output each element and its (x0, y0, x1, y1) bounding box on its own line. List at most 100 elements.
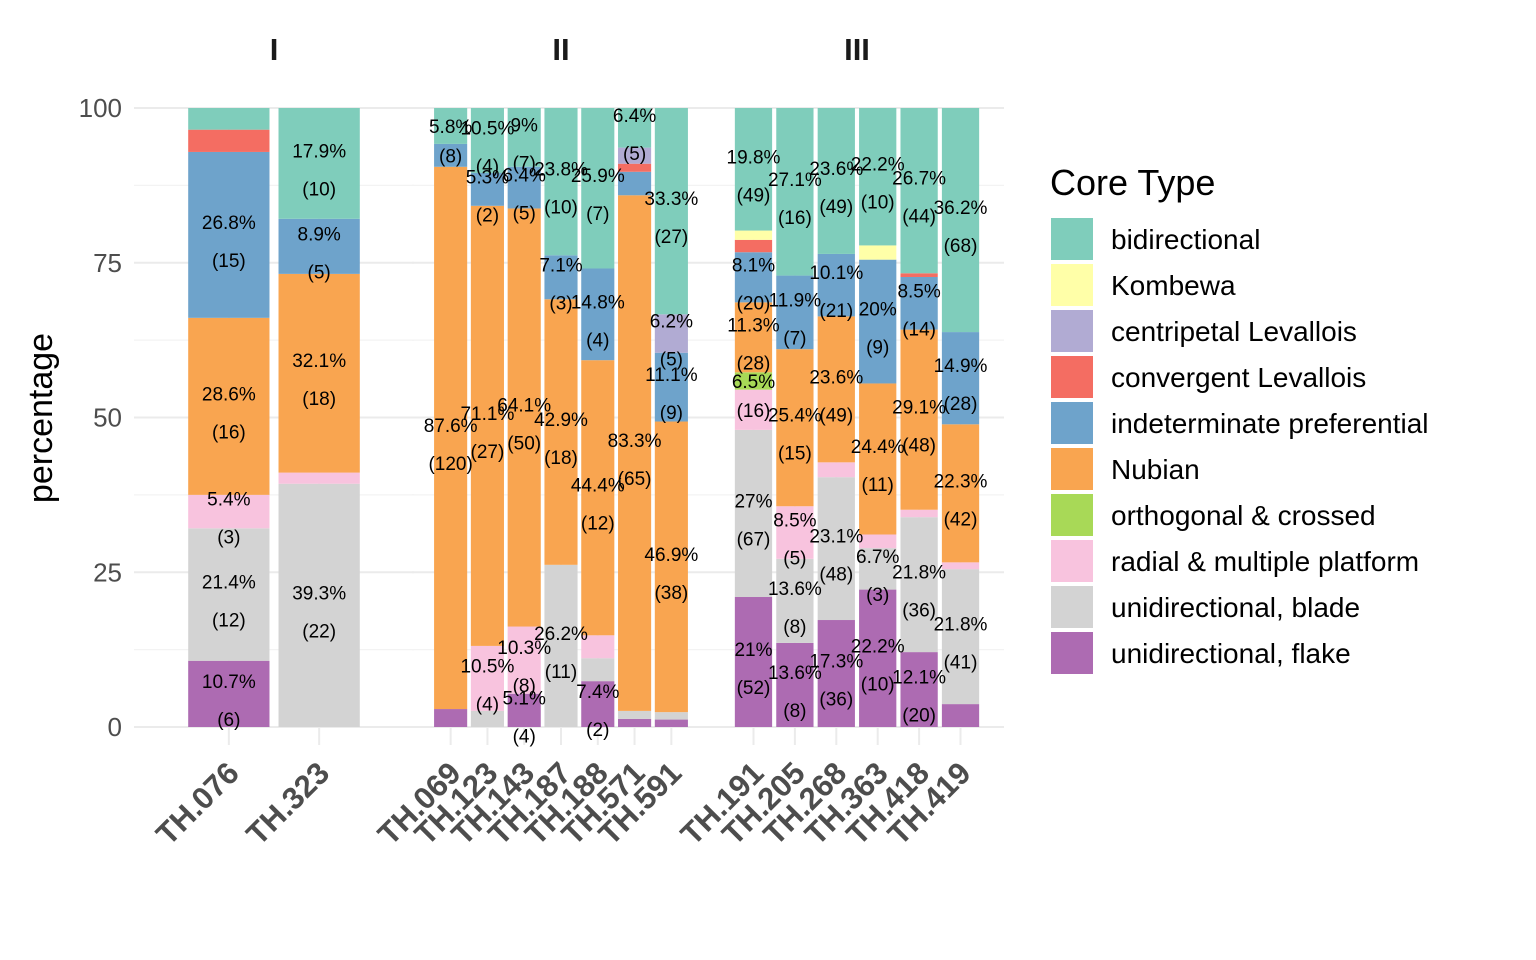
segment-count-label: (18) (302, 389, 336, 410)
bar-segment-indeterminate-preferential (618, 171, 652, 196)
segment-count-label: (50) (507, 434, 541, 455)
segment-count-label: (6) (217, 710, 240, 731)
segment-percent-label: 20% (859, 300, 897, 321)
segment-count-label: (8) (783, 701, 806, 722)
bar-segment-indeterminate-preferential (654, 352, 688, 422)
segment-percent-label: 13.6% (768, 663, 822, 684)
bar-segment-orthogonal-crossed (734, 372, 773, 390)
bar-segment-unidirectional-flake (654, 719, 688, 727)
bar-segment-unidirectional-flake (817, 620, 855, 727)
bar-segment-indeterminate-preferential (900, 276, 938, 330)
segment-count-label: (5) (513, 204, 536, 225)
legend-swatch-convergent-levallois (1051, 356, 1093, 398)
y-tick-label: 100 (79, 93, 122, 123)
legend-swatch-unidirectional-blade (1051, 586, 1093, 628)
segment-count-label: (8) (439, 146, 462, 167)
segment-count-label: (11) (862, 475, 894, 496)
bar-segment-radial-multiple-platform (900, 509, 938, 518)
bar-segment-bidirectional (900, 108, 938, 274)
bar-segment-nubian (776, 349, 814, 507)
segment-percent-label: 8.9% (298, 224, 341, 245)
bar-segment-unidirectional-flake (900, 652, 938, 727)
segment-count-label: (4) (513, 726, 536, 747)
segment-percent-label: 25.4% (768, 406, 822, 427)
legend-title: Core Type (1050, 162, 1215, 203)
segment-percent-label: 25.9% (571, 166, 625, 187)
segment-count-label: (8) (783, 617, 806, 638)
segment-percent-label: 22.2% (851, 636, 905, 657)
legend-label: bidirectional (1111, 224, 1260, 255)
segment-percent-label: 22.3% (934, 471, 988, 492)
segment-count-label: (44) (902, 207, 936, 228)
segment-count-label: (4) (586, 330, 609, 351)
segment-count-label: (9) (660, 403, 683, 424)
segment-count-label: (4) (476, 694, 499, 715)
segment-percent-label: 21.8% (934, 615, 988, 636)
segment-percent-label: 26.8% (202, 213, 256, 234)
bar-segment-indeterminate-preferential (941, 332, 980, 425)
bar-segment-bidirectional (544, 108, 578, 256)
bar-segment-unidirectional-flake (776, 642, 814, 727)
segment-count-label: (48) (902, 436, 936, 457)
segment-count-label: (15) (778, 444, 812, 465)
bar-segment-bidirectional (581, 108, 615, 269)
bar-segment-indeterminate-preferential (278, 218, 360, 274)
segment-count-label: (38) (654, 583, 688, 604)
segment-percent-label: 42.9% (534, 410, 588, 431)
legend-label: unidirectional, flake (1111, 638, 1351, 669)
y-tick-label: 50 (93, 403, 122, 433)
bar-segment-centripetal-levallois (618, 147, 652, 164)
bar-segment-unidirectional-blade (188, 528, 270, 661)
bar-segment-bidirectional (470, 108, 504, 173)
bar-segment-indeterminate-preferential (470, 172, 504, 206)
segment-percent-label: 39.3% (292, 583, 346, 604)
segment-count-label: (3) (866, 585, 889, 606)
segment-count-label: (16) (212, 422, 246, 443)
segment-count-label: (3) (549, 293, 572, 314)
segment-count-label: (67) (737, 529, 771, 550)
facet-strip-label: II (552, 32, 569, 67)
bar-segment-nubian (188, 317, 270, 495)
bar-segment-nubian (900, 329, 938, 510)
segment-count-label: (49) (819, 405, 853, 426)
bar-segment-bidirectional (434, 108, 468, 144)
bar-segment-unidirectional-flake (507, 693, 541, 727)
segment-count-label: (10) (544, 198, 578, 219)
bar-segment-unidirectional-blade (776, 558, 814, 643)
segment-percent-label: 32.1% (292, 351, 346, 372)
segment-count-label: (22) (302, 621, 336, 642)
facet-strip-label: I (270, 32, 279, 67)
bar-segment-indeterminate-preferential (776, 275, 814, 350)
bar-segment-indeterminate-preferential (544, 255, 578, 300)
legend-swatch-bidirectional (1051, 218, 1093, 260)
bar-segment-indeterminate-preferential (434, 143, 468, 167)
bar-segment-unidirectional-blade (654, 712, 688, 720)
bar-segment-kombewa (734, 230, 773, 240)
bar-segment-convergent-levallois (734, 239, 773, 253)
segment-percent-label: 10.7% (202, 672, 256, 693)
bar-segment-unidirectional-flake (581, 681, 615, 727)
y-tick-label: 0 (108, 712, 122, 742)
bar-segment-unidirectional-blade (900, 517, 938, 653)
bar-segment-nubian (544, 299, 578, 565)
segment-percent-label: 87.6% (424, 416, 478, 437)
bar-segment-unidirectional-blade (618, 710, 652, 719)
bar-segment-unidirectional-blade (817, 477, 855, 621)
segment-percent-label: 71.1% (460, 404, 514, 425)
segment-percent-label: 14.9% (934, 356, 988, 377)
bar-segment-unidirectional-flake (618, 718, 652, 727)
bar-segment-bidirectional (618, 108, 652, 148)
segment-count-label: (2) (586, 720, 609, 741)
segment-percent-label: 29.1% (892, 398, 946, 419)
bar-segment-unidirectional-flake (859, 589, 897, 727)
bar-segment-convergent-levallois (900, 273, 938, 277)
segment-percent-label: 5.8% (429, 117, 472, 138)
segment-percent-label: 22.2% (851, 155, 905, 176)
bar-segment-nubian (817, 316, 855, 463)
bar-segment-bidirectional (278, 108, 360, 219)
segment-percent-label: 36.2% (934, 198, 988, 219)
segment-percent-label: 6.7% (856, 547, 899, 568)
facet-strip-label: III (844, 32, 870, 67)
segment-count-label: (120) (428, 454, 472, 475)
bar-segment-radial-multiple-platform (188, 494, 270, 529)
